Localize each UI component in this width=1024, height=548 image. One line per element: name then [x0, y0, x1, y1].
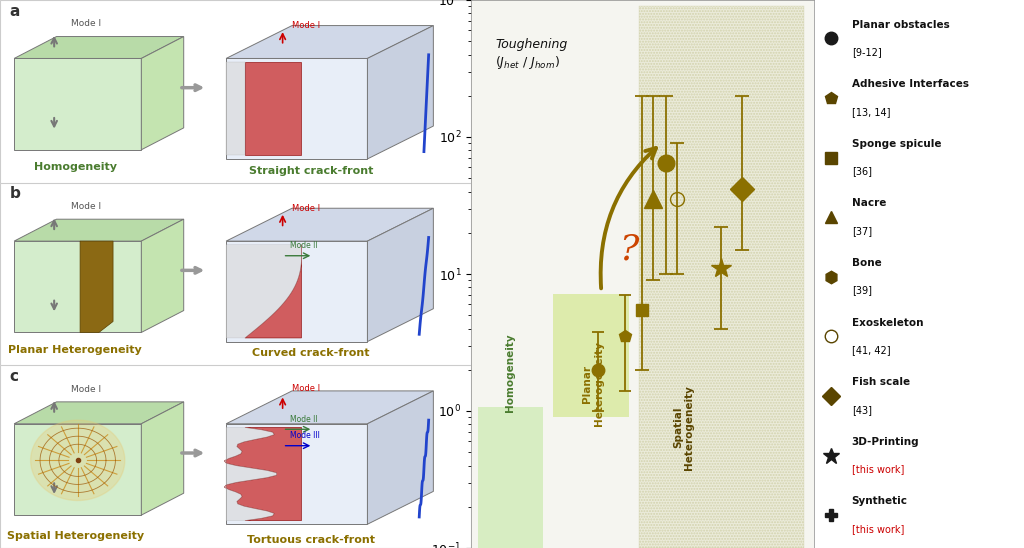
Bar	[478, 407, 543, 548]
Text: [43]: [43]	[852, 404, 871, 415]
Text: Fish scale: Fish scale	[852, 377, 909, 387]
Text: Toughening
$(J_{het}\ /\ J_{hom})$: Toughening $(J_{het}\ /\ J_{hom})$	[495, 38, 567, 71]
Bar	[553, 294, 629, 417]
Polygon shape	[14, 241, 141, 333]
Text: [39]: [39]	[852, 286, 871, 295]
Polygon shape	[141, 402, 183, 515]
Text: Tortuous crack-front: Tortuous crack-front	[247, 534, 375, 545]
Text: Exoskeleton: Exoskeleton	[852, 318, 924, 328]
Polygon shape	[80, 241, 113, 333]
Text: [this work]: [this work]	[852, 464, 904, 474]
Text: Planar obstacles: Planar obstacles	[852, 20, 949, 30]
Polygon shape	[368, 208, 433, 341]
Text: Spatial
Heterogeneity: Spatial Heterogeneity	[673, 385, 694, 470]
Polygon shape	[14, 402, 183, 424]
Text: Synthetic: Synthetic	[852, 496, 907, 506]
Text: Mode I: Mode I	[71, 19, 100, 28]
Text: ?: ?	[620, 233, 638, 267]
Polygon shape	[368, 26, 433, 159]
Text: Curved crack-front: Curved crack-front	[252, 348, 370, 358]
Text: [41, 42]: [41, 42]	[852, 345, 890, 355]
Polygon shape	[14, 59, 141, 150]
Text: [37]: [37]	[852, 226, 871, 236]
Text: [13, 14]: [13, 14]	[852, 107, 890, 117]
Text: Mode II: Mode II	[290, 415, 317, 424]
Polygon shape	[224, 427, 301, 521]
Text: Homogeneity: Homogeneity	[34, 162, 117, 172]
Polygon shape	[226, 26, 433, 59]
Polygon shape	[14, 37, 183, 59]
Bar	[639, 6, 804, 548]
Text: Mode I: Mode I	[71, 385, 100, 393]
Text: c: c	[9, 369, 18, 384]
Polygon shape	[245, 245, 302, 338]
Text: Sponge spicule: Sponge spicule	[852, 139, 941, 149]
Text: Homogeneity: Homogeneity	[506, 333, 515, 412]
Text: b: b	[9, 186, 20, 201]
Polygon shape	[224, 427, 276, 521]
Polygon shape	[226, 391, 433, 424]
Text: Mode I: Mode I	[292, 21, 321, 30]
Text: a: a	[9, 4, 19, 19]
Text: Mode II: Mode II	[290, 242, 317, 250]
Text: Adhesive Interfaces: Adhesive Interfaces	[852, 79, 969, 89]
Text: Straight crack-front: Straight crack-front	[249, 165, 373, 175]
FancyArrowPatch shape	[601, 148, 656, 288]
Polygon shape	[141, 37, 183, 150]
Text: [36]: [36]	[852, 166, 871, 176]
Text: [this work]: [this work]	[852, 524, 904, 534]
Polygon shape	[31, 420, 125, 500]
Text: Spatial Heterogeneity: Spatial Heterogeneity	[7, 531, 144, 541]
Polygon shape	[368, 391, 433, 524]
Polygon shape	[226, 208, 433, 241]
Polygon shape	[245, 62, 301, 155]
Text: [9-12]: [9-12]	[852, 47, 882, 57]
Bar	[639, 6, 804, 548]
Polygon shape	[14, 424, 141, 515]
Polygon shape	[226, 245, 302, 338]
Text: 3D-Printing: 3D-Printing	[852, 437, 920, 447]
Polygon shape	[14, 219, 183, 241]
Polygon shape	[226, 59, 368, 159]
Text: Nacre: Nacre	[852, 198, 886, 208]
Polygon shape	[226, 241, 368, 341]
Text: Mode III: Mode III	[290, 431, 319, 441]
Text: Mode I: Mode I	[292, 384, 321, 393]
Text: Planar
Heterogeneity: Planar Heterogeneity	[582, 341, 603, 426]
Text: Mode I: Mode I	[71, 202, 100, 211]
Text: Planar Heterogeneity: Planar Heterogeneity	[8, 345, 142, 355]
Text: Bone: Bone	[852, 258, 882, 268]
Polygon shape	[226, 62, 245, 155]
Text: Mode I: Mode I	[292, 204, 321, 213]
Polygon shape	[226, 424, 368, 524]
Polygon shape	[141, 219, 183, 333]
